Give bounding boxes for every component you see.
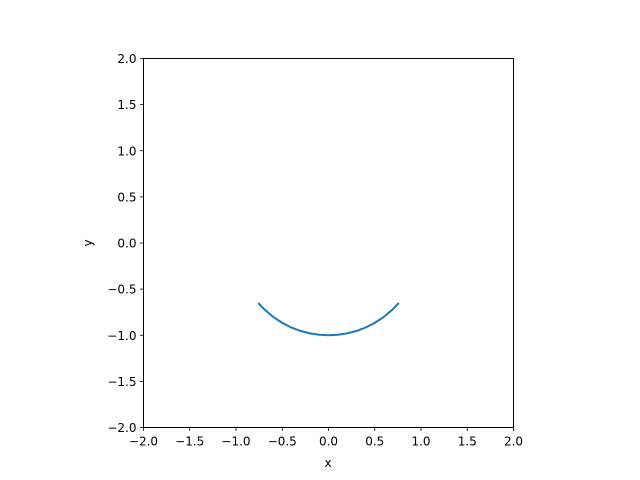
x-tick-label: 2.0 xyxy=(504,435,523,449)
y-tick-label: 0.0 xyxy=(117,237,136,251)
series-layer xyxy=(257,302,400,337)
y-tick-label: −1.5 xyxy=(107,375,136,389)
axes-frame xyxy=(143,58,514,428)
y-tick-label: 0.5 xyxy=(117,190,136,204)
y-tick-label: 1.0 xyxy=(117,144,136,158)
y-axis-label: y xyxy=(81,239,95,246)
x-axis-label: x xyxy=(324,456,331,470)
y-tick-label: −0.5 xyxy=(107,283,136,297)
x-tick-label: 0.0 xyxy=(319,435,338,449)
x-tick-label: −2.0 xyxy=(129,435,158,449)
x-tick-label: −1.5 xyxy=(175,435,204,449)
x-tick-label: 1.5 xyxy=(458,435,477,449)
x-tick-label: 0.5 xyxy=(365,435,384,449)
x-tick-label: −1.0 xyxy=(221,435,250,449)
y-tick-label: −1.0 xyxy=(107,329,136,343)
y-axis-ticks: −2.0 −1.5 −1.0 −0.5 0.0 0.5 1.0 1.5 2.0 xyxy=(107,52,144,435)
y-tick-label: −2.0 xyxy=(107,421,136,435)
y-tick-label: 2.0 xyxy=(117,52,136,66)
x-axis-ticks: −2.0 −1.5 −1.0 −0.5 0.0 0.5 1.0 1.5 2.0 xyxy=(129,427,523,449)
x-tick-label: 1.0 xyxy=(411,435,430,449)
y-tick-label: 1.5 xyxy=(117,98,136,112)
series-line xyxy=(257,302,400,337)
x-tick-label: −0.5 xyxy=(268,435,297,449)
